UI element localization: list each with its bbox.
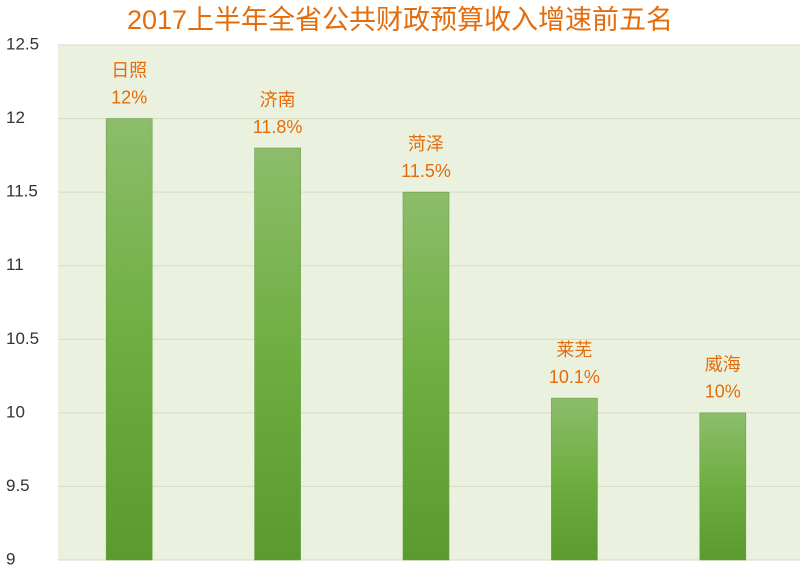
y-tick-label: 11 <box>6 255 24 274</box>
y-tick-label: 12.5 <box>6 34 39 53</box>
value-label: 11.8% <box>253 117 303 137</box>
value-label: 12% <box>111 87 147 107</box>
chart-title: 2017上半年全省公共财政预算收入增速前五名 <box>127 5 673 35</box>
y-tick-label: 12 <box>6 108 25 127</box>
value-label: 10% <box>705 382 741 402</box>
bar <box>551 397 598 561</box>
category-label: 莱芜 <box>556 340 592 360</box>
y-tick-label: 10.5 <box>6 329 39 348</box>
bar <box>254 147 301 561</box>
y-tick-label: 9.5 <box>6 476 30 495</box>
bar <box>105 118 153 561</box>
category-label: 济南 <box>260 90 296 110</box>
category-label: 威海 <box>705 355 741 375</box>
value-label: 10.1% <box>549 367 600 387</box>
category-label: 菏泽 <box>408 134 444 154</box>
bar <box>699 412 747 561</box>
bar <box>402 191 450 561</box>
y-tick-label: 9 <box>6 549 15 568</box>
y-tick-label: 10 <box>6 402 25 421</box>
category-label: 日照 <box>111 60 147 80</box>
value-label: 11.5% <box>401 161 451 181</box>
y-tick-label: 11.5 <box>6 182 38 201</box>
